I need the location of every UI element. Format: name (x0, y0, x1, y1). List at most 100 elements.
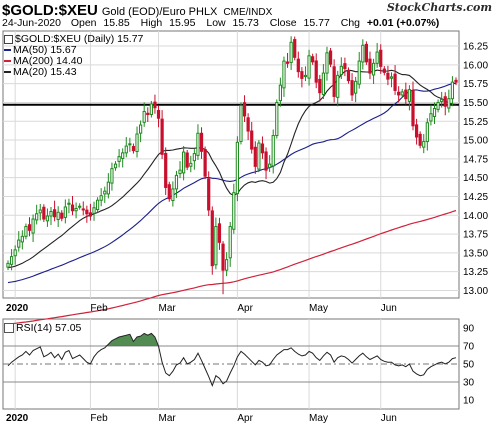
price-tick-label: 13.00 (463, 286, 488, 297)
candle-body (336, 74, 340, 98)
open-label: Open (70, 17, 97, 29)
month-tick-label: 2020 (6, 303, 29, 314)
candle-body (38, 209, 42, 214)
candle-body (128, 143, 132, 146)
candle-body (314, 60, 318, 83)
candle-body (436, 101, 440, 110)
ma200-line (7, 209, 457, 325)
rsi-tick-label: 90 (463, 324, 475, 335)
candle-body (88, 212, 93, 217)
candle-body (113, 163, 118, 169)
candle-body (429, 113, 433, 122)
price-tick-label: 16.25 (463, 42, 488, 53)
candle-body (67, 202, 71, 205)
candle-body (432, 107, 437, 117)
high-value: 15.95 (169, 17, 196, 29)
candle-body (386, 72, 390, 80)
price-tick-label: 15.50 (463, 98, 488, 109)
candle-body (6, 262, 10, 268)
candle-body (425, 122, 429, 143)
candle-body (92, 207, 96, 214)
candle-body (103, 190, 107, 195)
legend-rsi: RSI(14) 57.05 (4, 322, 81, 334)
candle-body (371, 62, 376, 76)
candle-body (63, 206, 67, 218)
candle-body (78, 205, 82, 208)
chart-description: Gold (EOD)/Euro PHLX (101, 6, 218, 18)
candle-body (49, 211, 53, 217)
legend-price: $GOLD:$XEU (Daily) 15.77 (4, 33, 143, 45)
rsi-line (7, 332, 457, 388)
candle-body (275, 101, 279, 137)
candle-body (407, 89, 412, 102)
candle-body (285, 61, 290, 64)
price-tick-label: 14.50 (463, 173, 488, 184)
price-tick-label: 13.25 (463, 267, 488, 278)
candle-body (106, 181, 110, 195)
candle-body (350, 80, 354, 96)
candle-body (81, 208, 85, 211)
ma50-line (7, 82, 457, 284)
candle-body (253, 146, 257, 167)
rsi-tick-label: 10 (463, 396, 475, 407)
legend-ma200: MA(200) 14.40 (4, 55, 82, 67)
candle-body (397, 91, 401, 96)
candle-body (357, 60, 361, 85)
low-label: Low (206, 17, 226, 29)
candle-body (167, 184, 171, 200)
candle-body (9, 256, 14, 265)
candle-body (164, 152, 168, 188)
price-tick-label: 14.00 (463, 211, 488, 222)
candle-body (171, 188, 175, 202)
candle-body (257, 142, 261, 170)
close-label: Close (269, 17, 297, 29)
price-tick-label: 14.25 (463, 192, 488, 203)
candle-body (95, 199, 100, 211)
candle-body (328, 50, 333, 65)
candle-body (260, 143, 265, 154)
rsi-month-tick-label: May (309, 413, 328, 424)
candle-body (99, 195, 103, 201)
candle-body (282, 60, 286, 89)
candle-body (232, 192, 236, 230)
candle-body (325, 52, 329, 74)
candle-body (192, 153, 196, 162)
candle-body (138, 124, 143, 134)
candle-body (56, 211, 60, 220)
candle-body (246, 117, 250, 132)
legend-ma50-swatch (4, 49, 11, 52)
legend-price-square-icon (4, 34, 13, 44)
candle-body (210, 210, 214, 267)
candle-body (235, 141, 239, 195)
price-tick-label: 15.25 (463, 117, 488, 128)
month-tick-label: Apr (237, 303, 253, 314)
price-tick-label: 13.75 (463, 230, 488, 241)
chart-symbol: $GOLD:$XEU (2, 2, 98, 19)
candle-body (13, 249, 17, 257)
candle-body (339, 65, 343, 75)
price-tick-label: 16.00 (463, 60, 488, 71)
candle-body (42, 206, 46, 220)
month-tick-label: Jun (381, 303, 397, 314)
price-tick-label: 14.75 (463, 154, 488, 165)
candle-layer (6, 36, 458, 295)
candle-body (264, 151, 268, 171)
candle-body (85, 209, 89, 215)
candle-body (135, 133, 139, 152)
candle-body (289, 41, 293, 63)
candle-body (70, 204, 75, 212)
ma20-line (7, 69, 457, 269)
rsi-month-tick-label: Jun (381, 413, 397, 424)
rsi-month-tick-label: Mar (159, 413, 177, 424)
candle-body (422, 141, 426, 148)
grid-layer (3, 31, 459, 409)
candle-body (300, 71, 304, 79)
candle-body (185, 152, 189, 168)
candle-body (414, 124, 419, 138)
candle-body (196, 132, 200, 156)
candle-body (454, 79, 458, 83)
ma-layer (3, 69, 459, 325)
candle-body (131, 146, 136, 152)
candle-body (393, 73, 397, 91)
